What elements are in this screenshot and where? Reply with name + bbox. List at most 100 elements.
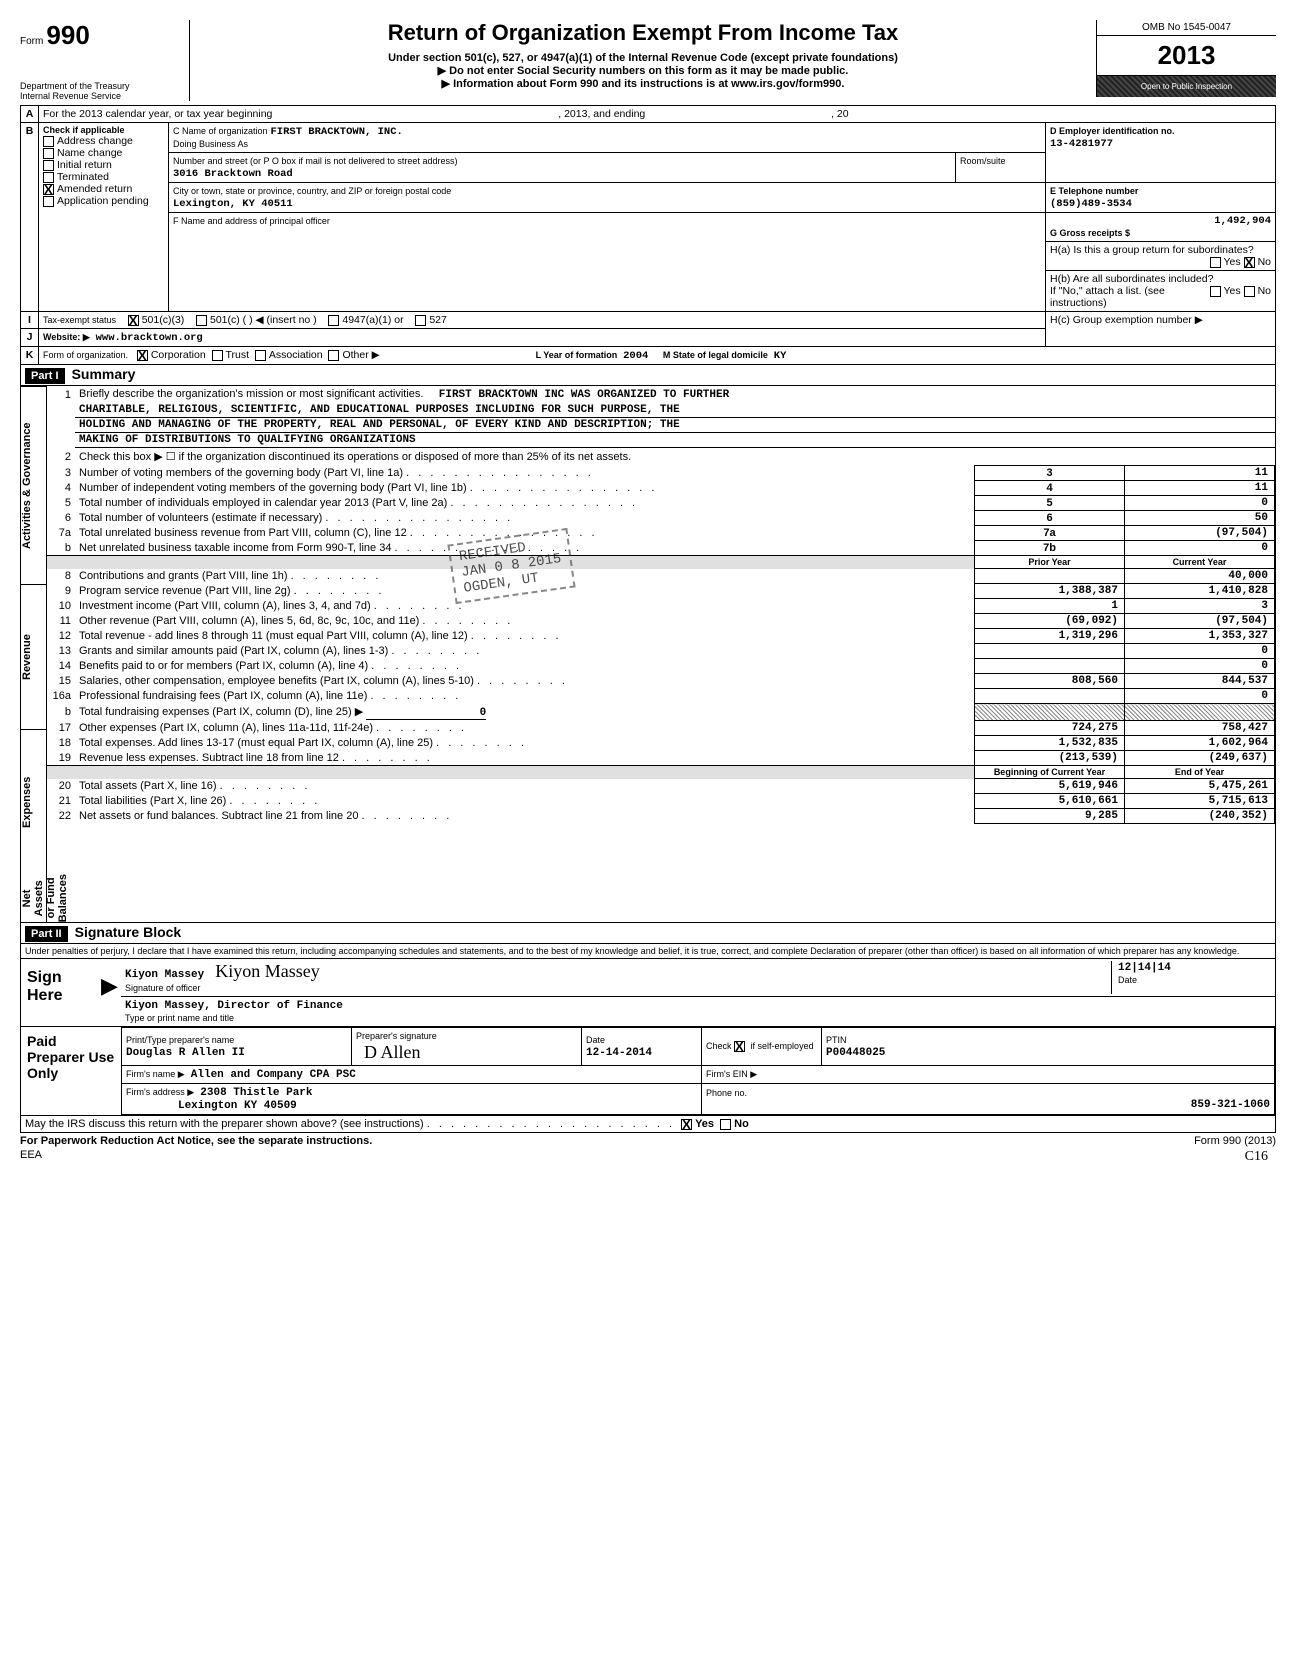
line-num: 13: [47, 644, 75, 659]
sig-printed: Kiyon Massey: [125, 969, 204, 981]
website: www.bracktown.org: [96, 332, 203, 344]
chk-self-employed[interactable]: [734, 1041, 745, 1052]
line-num: 3: [47, 466, 75, 481]
g-label: G Gross receipts $: [1050, 228, 1130, 238]
prior-val: 724,275: [975, 721, 1125, 736]
pra-notice: For Paperwork Reduction Act Notice, see …: [20, 1135, 372, 1147]
gross-receipts-val: 1,492,904: [1214, 215, 1271, 227]
sig-date: 12|14|14: [1118, 962, 1171, 974]
check-label: Check: [706, 1041, 732, 1051]
discuss-yes[interactable]: [681, 1119, 692, 1130]
preparer-signature: D Allen: [356, 1042, 429, 1063]
form-title: Return of Organization Exempt From Incom…: [200, 20, 1086, 46]
city-state-zip: Lexington, KY 40511: [173, 198, 293, 210]
chk-4947[interactable]: [328, 315, 339, 326]
ha-yes[interactable]: [1210, 257, 1221, 268]
line-num: 22: [47, 809, 75, 824]
e-label: E Telephone number: [1050, 186, 1138, 196]
line-num: 16a: [47, 689, 75, 704]
chk-501c[interactable]: [196, 315, 207, 326]
line-val: 11: [1125, 481, 1275, 496]
line-text: Revenue less expenses. Subtract line 18 …: [75, 751, 975, 766]
chk-corp[interactable]: [137, 350, 148, 361]
chk-address[interactable]: Address change: [43, 135, 164, 147]
line-text: Total number of volunteers (estimate if …: [75, 511, 975, 526]
chk-assoc[interactable]: [255, 350, 266, 361]
line-text: Total revenue - add lines 8 through 11 (…: [75, 629, 975, 644]
form-number: 990: [46, 20, 89, 50]
line2-text: Check this box ▶ ☐ if the organization d…: [75, 448, 1275, 466]
eea: EEA: [20, 1149, 42, 1165]
ptin-label: PTIN: [826, 1035, 847, 1045]
part2-title: Signature Block: [75, 924, 182, 940]
side-rev: Revenue: [21, 584, 46, 729]
d-label: D Employer identification no.: [1050, 126, 1175, 136]
ein-label: Firm's EIN ▶: [702, 1066, 1275, 1084]
current-val: 0: [1125, 689, 1275, 704]
line1-text: Briefly describe the organization's miss…: [79, 388, 423, 400]
current-val: 5,715,613: [1125, 794, 1275, 809]
line-a-text: For the 2013 calendar year, or tax year …: [43, 108, 272, 120]
discuss-no[interactable]: [720, 1119, 731, 1130]
line-text: Number of independent voting members of …: [75, 481, 975, 496]
phone: (859)489-3534: [1050, 198, 1132, 210]
prep-date: 12-14-2014: [586, 1047, 652, 1059]
dba-label: Doing Business As: [173, 139, 248, 149]
hand-note: C16: [1237, 1149, 1276, 1165]
line-val: 50: [1125, 511, 1275, 526]
line-a-mid: , 2013, and ending: [558, 108, 645, 120]
line-text: Number of voting members of the governin…: [75, 466, 975, 481]
current-val: 758,427: [1125, 721, 1275, 736]
firm-addr2: Lexington KY 40509: [178, 1100, 297, 1112]
line-text: Professional fundraising fees (Part IX, …: [75, 689, 975, 704]
line-box: 7b: [975, 541, 1125, 556]
line-num: 18: [47, 736, 75, 751]
mission-1: FIRST BRACKTOWN INC WAS ORGANIZED TO FUR…: [439, 389, 729, 401]
typed-label: Type or print name and title: [125, 1013, 234, 1023]
dept-1: Department of the Treasury: [20, 81, 169, 91]
chk-terminated[interactable]: Terminated: [43, 171, 164, 183]
chk-501c3[interactable]: [128, 315, 139, 326]
prep-date-label: Date: [586, 1035, 605, 1045]
chk-trust[interactable]: [212, 350, 223, 361]
line-text: Total liabilities (Part X, line 26) . . …: [75, 794, 975, 809]
line-text: Total unrelated business revenue from Pa…: [75, 526, 975, 541]
prior-val: [975, 569, 1125, 584]
line-num: 4: [47, 481, 75, 496]
line-num: 12: [47, 629, 75, 644]
typed-name: Kiyon Massey, Director of Finance: [125, 1000, 343, 1012]
sign-here-label: Sign Here: [21, 959, 101, 1026]
check-if: if self-employed: [751, 1041, 814, 1051]
chk-527[interactable]: [415, 315, 426, 326]
line-16b-text: Total fundraising expenses (Part IX, col…: [79, 706, 363, 718]
hb-no[interactable]: [1244, 286, 1255, 297]
prior-val: 5,619,946: [975, 779, 1125, 794]
part1-hdr: Part I: [25, 368, 65, 384]
side-net: Net Assets or Fund Balances: [21, 874, 46, 922]
hc-label: H(c) Group exemption number ▶: [1050, 314, 1203, 326]
line-text: Benefits paid to or for members (Part IX…: [75, 659, 975, 674]
hb-label: H(b) Are all subordinates included?: [1050, 273, 1213, 285]
k-label: Form of organization.: [43, 350, 128, 360]
hb-yes[interactable]: [1210, 286, 1221, 297]
chk-initial[interactable]: Initial return: [43, 159, 164, 171]
chk-name[interactable]: Name change: [43, 147, 164, 159]
hb-note: If "No," attach a list. (see instruction…: [1050, 285, 1165, 309]
line-num: 17: [47, 721, 75, 736]
line-text: Total expenses. Add lines 13-17 (must eq…: [75, 736, 975, 751]
sig-label: Signature of officer: [125, 983, 200, 993]
line-box: 7a: [975, 526, 1125, 541]
chk-amended[interactable]: Amended return: [43, 183, 164, 195]
open-inspection: Open to Public Inspection: [1097, 76, 1276, 97]
firm-name: Allen and Company CPA PSC: [191, 1069, 356, 1081]
line-val: 11: [1125, 466, 1275, 481]
officer-signature: Kiyon Massey: [207, 961, 328, 982]
ha-no[interactable]: [1244, 257, 1255, 268]
chk-pending[interactable]: Application pending: [43, 195, 164, 207]
current-val: 5,475,261: [1125, 779, 1275, 794]
chk-other[interactable]: [328, 350, 339, 361]
mission-2: CHARITABLE, RELIGIOUS, SCIENTIFIC, AND E…: [75, 403, 1275, 418]
omb-number: OMB No 1545-0047: [1097, 20, 1276, 36]
prior-val: [975, 659, 1125, 674]
current-val: 40,000: [1125, 569, 1275, 584]
